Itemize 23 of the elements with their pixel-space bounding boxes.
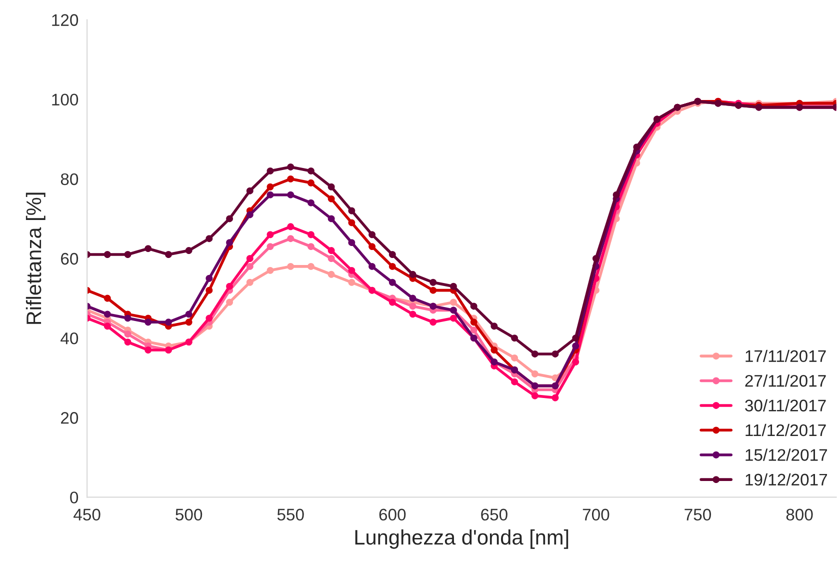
legend-label: 27/11/2017 xyxy=(745,374,826,387)
y-axis-title: Riflettanza [%] xyxy=(26,192,46,324)
legend-label: 30/11/2017 xyxy=(745,399,826,412)
x-tick-label: 500 xyxy=(176,508,202,521)
legend-label: 15/12/2017 xyxy=(746,448,827,461)
x-tick-label: 800 xyxy=(786,508,813,521)
y-tick-label: 40 xyxy=(60,332,78,344)
x-tick-label: 700 xyxy=(582,508,610,521)
x-tick-label: 600 xyxy=(379,508,406,521)
x-tick-label: 550 xyxy=(277,508,304,521)
y-tick-label: 20 xyxy=(61,412,78,424)
legend-label: 11/12/2017 xyxy=(746,424,826,436)
y-tick-label: 80 xyxy=(60,173,78,186)
legend-label: 19/12/2017 xyxy=(746,473,827,486)
x-tick-label: 750 xyxy=(684,508,711,521)
y-tick-label: 60 xyxy=(61,252,78,265)
y-tick-label: 120 xyxy=(52,14,78,26)
x-tick-label: 650 xyxy=(481,508,508,521)
x-tick-label: 450 xyxy=(74,508,100,521)
x-axis-title: Lunghezza d'onda [nm] xyxy=(355,529,568,549)
y-tick-label: 100 xyxy=(52,94,78,106)
y-tick-label: 0 xyxy=(70,492,78,504)
legend-label: 17/11/2017 xyxy=(746,350,826,362)
